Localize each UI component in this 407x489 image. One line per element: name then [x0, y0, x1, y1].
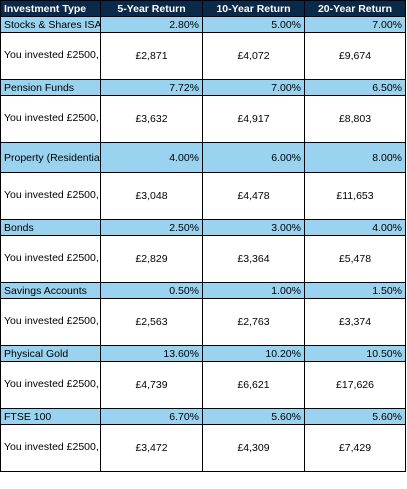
investment-type-cell[interactable]: Savings Accounts [0, 282, 101, 299]
investment-rate-row: Property (Residential) 4.00% 6.00% 8.00% [0, 142, 406, 173]
rate-20-year-cell[interactable]: 10.50% [304, 345, 406, 362]
investment-rate-row: Savings Accounts 0.50% 1.00% 1.50% [0, 282, 406, 299]
return-20-year-cell[interactable]: £11,653 [304, 172, 406, 220]
return-20-year-cell[interactable]: £8,803 [304, 95, 406, 143]
return-20-year-cell[interactable]: £17,626 [304, 361, 406, 409]
return-10-year-cell[interactable]: £3,364 [202, 235, 305, 283]
return-5-year-cell[interactable]: £3,048 [100, 172, 203, 220]
rate-5-year-cell[interactable]: 2.50% [100, 219, 203, 236]
header-20-year-return[interactable]: 20-Year Return [304, 0, 406, 17]
return-10-year-cell[interactable]: £4,309 [202, 424, 305, 472]
investment-rate-row: Stocks & Shares ISA 2.80% 5.00% 7.00% [0, 16, 406, 33]
return-5-year-cell[interactable]: £2,829 [100, 235, 203, 283]
return-10-year-cell[interactable]: £2,763 [202, 298, 305, 346]
return-5-year-cell[interactable]: £3,472 [100, 424, 203, 472]
rate-20-year-cell[interactable]: 8.00% [304, 142, 406, 173]
rate-20-year-cell[interactable]: 6.50% [304, 79, 406, 96]
rate-5-year-cell[interactable]: 13.60% [100, 345, 203, 362]
rate-5-year-cell[interactable]: 7.72% [100, 79, 203, 96]
investment-return-row: You invested £2500, your return based on… [0, 32, 406, 80]
rate-20-year-cell[interactable]: 1.50% [304, 282, 406, 299]
rate-20-year-cell[interactable]: 4.00% [304, 219, 406, 236]
rate-10-year-cell[interactable]: 1.00% [202, 282, 305, 299]
rate-5-year-cell[interactable]: 2.80% [100, 16, 203, 33]
investment-type-cell[interactable]: Bonds [0, 219, 101, 236]
return-description-cell[interactable]: You invested £2500, your return based on… [0, 424, 101, 472]
return-description-cell[interactable]: You invested £2500, your return based on… [0, 235, 101, 283]
investment-return-row: You invested £2500, your return based on… [0, 235, 406, 283]
return-20-year-cell[interactable]: £9,674 [304, 32, 406, 80]
return-20-year-cell[interactable]: £3,374 [304, 298, 406, 346]
return-description-cell[interactable]: You invested £2500, your return based on… [0, 172, 101, 220]
header-5-year-return[interactable]: 5-Year Return [100, 0, 203, 17]
rate-10-year-cell[interactable]: 7.00% [202, 79, 305, 96]
return-description-cell[interactable]: You invested £2500, your return based on… [0, 95, 101, 143]
return-5-year-cell[interactable]: £3,632 [100, 95, 203, 143]
investment-rate-row: FTSE 100 6.70% 5.60% 5.60% [0, 408, 406, 425]
investment-rate-row: Physical Gold 13.60% 10.20% 10.50% [0, 345, 406, 362]
rate-5-year-cell[interactable]: 6.70% [100, 408, 203, 425]
rate-5-year-cell[interactable]: 0.50% [100, 282, 203, 299]
rate-20-year-cell[interactable]: 7.00% [304, 16, 406, 33]
header-investment-type[interactable]: Investment Type [0, 0, 101, 17]
header-row: Investment Type 5-Year Return 10-Year Re… [0, 0, 406, 17]
investment-return-row: You invested £2500, your return based on… [0, 298, 406, 346]
return-description-cell[interactable]: You invested £2500, your return based on… [0, 32, 101, 80]
investment-rate-row: Pension Funds 7.72% 7.00% 6.50% [0, 79, 406, 96]
return-20-year-cell[interactable]: £7,429 [304, 424, 406, 472]
investment-type-cell[interactable]: Property (Residential) [0, 142, 101, 173]
rate-20-year-cell[interactable]: 5.60% [304, 408, 406, 425]
rate-5-year-cell[interactable]: 4.00% [100, 142, 203, 173]
rate-10-year-cell[interactable]: 10.20% [202, 345, 305, 362]
investment-returns-table: Investment Type 5-Year Return 10-Year Re… [0, 0, 406, 472]
rate-10-year-cell[interactable]: 3.00% [202, 219, 305, 236]
return-10-year-cell[interactable]: £4,072 [202, 32, 305, 80]
investment-type-cell[interactable]: FTSE 100 [0, 408, 101, 425]
return-10-year-cell[interactable]: £4,478 [202, 172, 305, 220]
return-5-year-cell[interactable]: £4,739 [100, 361, 203, 409]
investment-type-cell[interactable]: Pension Funds [0, 79, 101, 96]
rate-10-year-cell[interactable]: 5.60% [202, 408, 305, 425]
investment-rate-row: Bonds 2.50% 3.00% 4.00% [0, 219, 406, 236]
return-20-year-cell[interactable]: £5,478 [304, 235, 406, 283]
return-5-year-cell[interactable]: £2,563 [100, 298, 203, 346]
return-description-cell[interactable]: You invested £2500, your return based on… [0, 361, 101, 409]
return-description-cell[interactable]: You invested £2500, your return based on… [0, 298, 101, 346]
investment-return-row: You invested £2500, your return based on… [0, 361, 406, 409]
header-10-year-return[interactable]: 10-Year Return [202, 0, 305, 17]
rate-10-year-cell[interactable]: 6.00% [202, 142, 305, 173]
return-10-year-cell[interactable]: £4,917 [202, 95, 305, 143]
investment-return-row: You invested £2500, your return based on… [0, 172, 406, 220]
investment-return-row: You invested £2500, your return based on… [0, 95, 406, 143]
rate-10-year-cell[interactable]: 5.00% [202, 16, 305, 33]
return-10-year-cell[interactable]: £6,621 [202, 361, 305, 409]
return-5-year-cell[interactable]: £2,871 [100, 32, 203, 80]
investment-type-cell[interactable]: Stocks & Shares ISA [0, 16, 101, 33]
investment-type-cell[interactable]: Physical Gold [0, 345, 101, 362]
investment-return-row: You invested £2500, your return based on… [0, 424, 406, 472]
